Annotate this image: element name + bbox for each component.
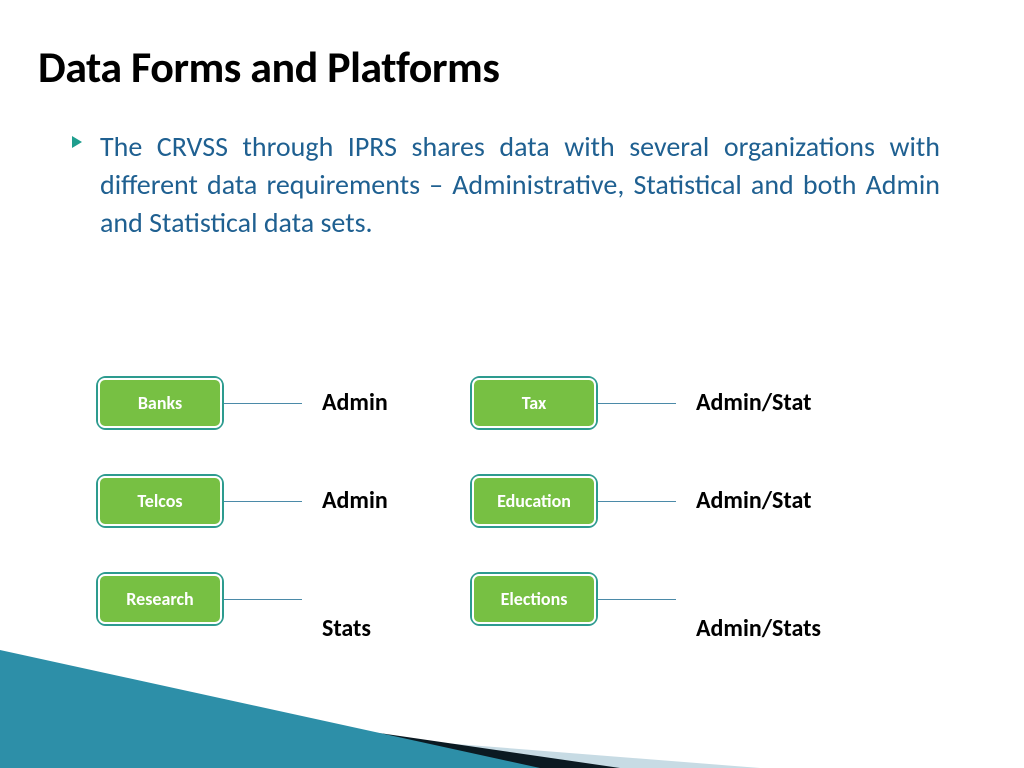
- org-box: Education: [470, 474, 598, 528]
- connector-line: [224, 403, 302, 404]
- slide-title: Data Forms and Platforms: [38, 40, 499, 94]
- org-box: Research: [96, 572, 224, 626]
- connector-line: [598, 599, 676, 600]
- org-box-label: Telcos: [98, 476, 222, 526]
- org-tag: Admin: [322, 486, 388, 515]
- org-box-label: Research: [98, 574, 222, 624]
- org-box: Elections: [470, 572, 598, 626]
- slide: Data Forms and Platforms The CRVSS throu…: [0, 0, 1024, 768]
- connector-line: [598, 403, 676, 404]
- org-box-label: Elections: [472, 574, 596, 624]
- org-box-label: Tax: [472, 378, 596, 428]
- decor-triangle-teal: [0, 650, 540, 768]
- org-box: Tax: [470, 376, 598, 430]
- bullet-marker-icon: [72, 136, 82, 148]
- org-box: Telcos: [96, 474, 224, 528]
- org-tag: Admin: [322, 388, 388, 417]
- connector-line: [224, 599, 302, 600]
- bullet-text: The CRVSS through IPRS shares data with …: [100, 128, 940, 241]
- org-box-label: Banks: [98, 378, 222, 428]
- org-box: Banks: [96, 376, 224, 430]
- org-tag: Admin/Stats: [696, 614, 821, 643]
- connector-line: [598, 501, 676, 502]
- org-tag: Stats: [322, 614, 371, 643]
- org-tag: Admin/Stat: [696, 388, 811, 417]
- org-box-label: Education: [472, 476, 596, 526]
- org-tag: Admin/Stat: [696, 486, 811, 515]
- connector-line: [224, 501, 302, 502]
